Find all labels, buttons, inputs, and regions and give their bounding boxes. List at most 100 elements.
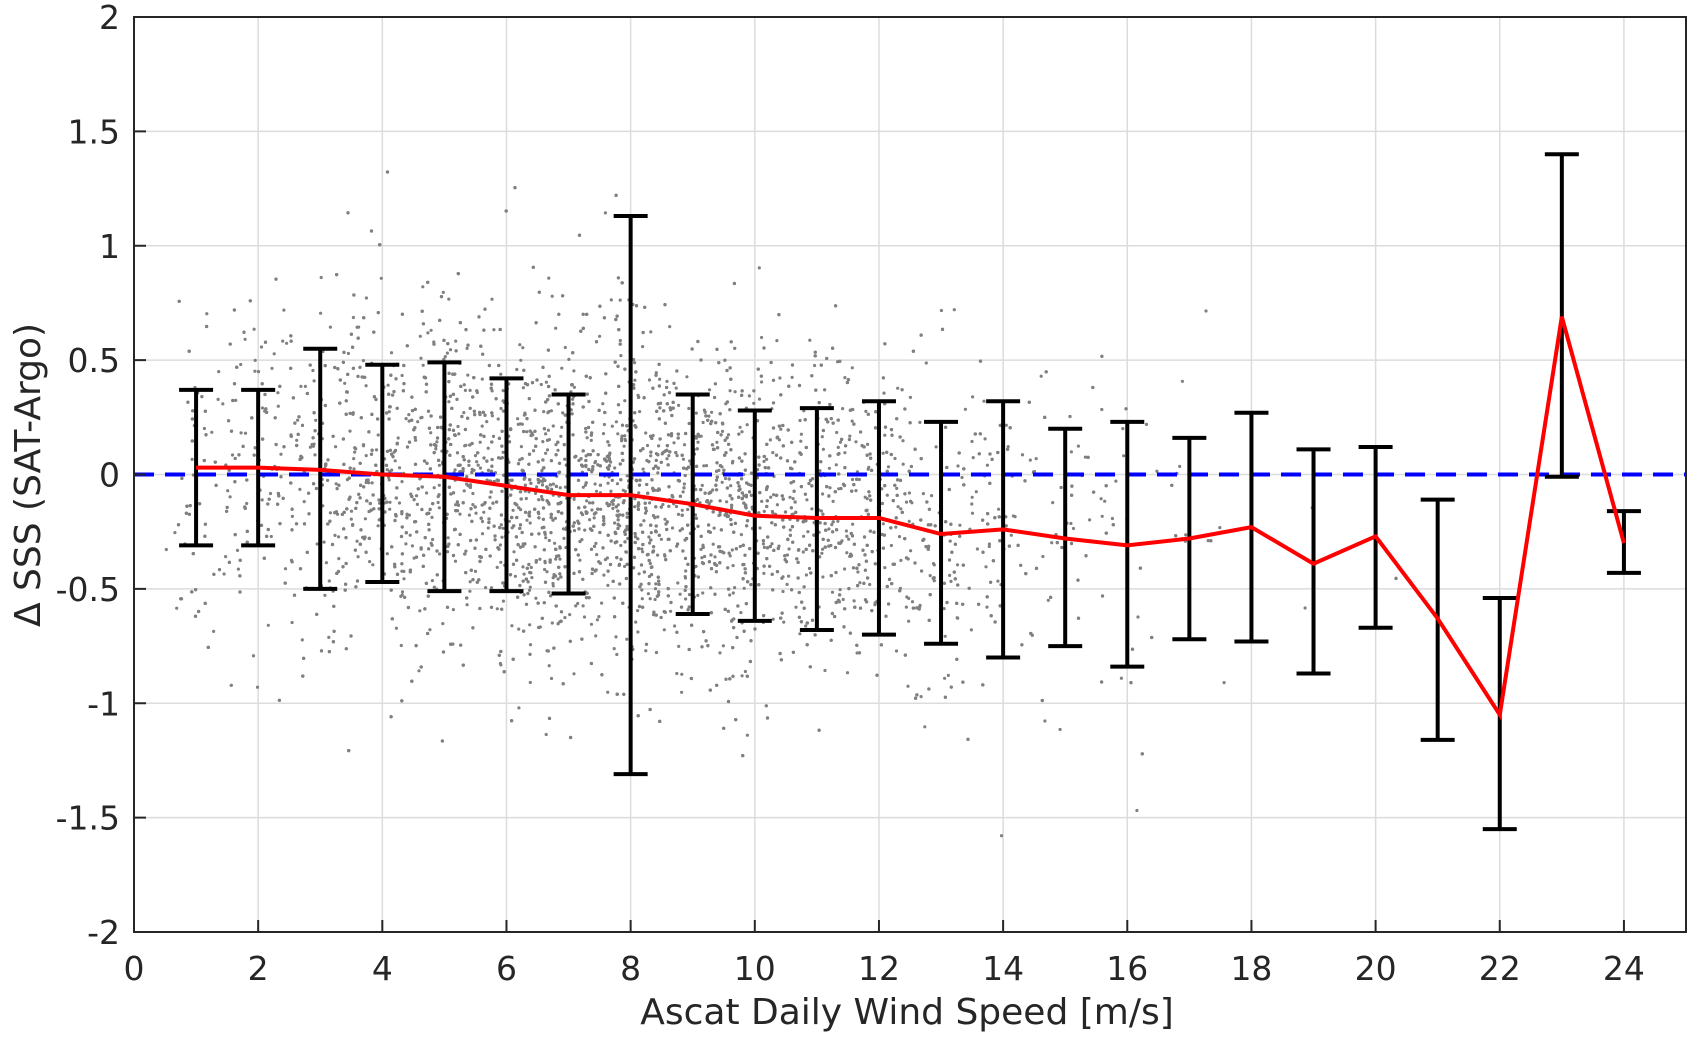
scatter-point <box>585 436 589 440</box>
scatter-point <box>519 545 523 549</box>
scatter-point <box>410 395 414 399</box>
scatter-point <box>554 484 559 488</box>
scatter-point <box>443 355 447 359</box>
scatter-point <box>337 535 341 539</box>
scatter-point <box>991 559 996 563</box>
scatter-point <box>840 539 844 543</box>
scatter-point <box>458 321 462 325</box>
scatter-point <box>998 423 1002 427</box>
scatter-point <box>895 486 899 490</box>
scatter-point <box>791 497 795 501</box>
scatter-point <box>597 615 601 619</box>
scatter-point <box>550 621 554 625</box>
scatter-point <box>932 563 936 567</box>
scatter-point <box>745 519 750 523</box>
scatter-point <box>269 534 273 539</box>
scatter-point <box>829 574 833 578</box>
scatter-point <box>563 413 567 417</box>
scatter-point <box>551 518 555 522</box>
scatter-point <box>499 560 503 564</box>
scatter-point <box>748 547 752 551</box>
scatter-point <box>623 564 627 569</box>
scatter-point <box>613 466 617 470</box>
scatter-point <box>584 430 588 434</box>
scatter-point <box>524 496 528 501</box>
scatter-point <box>602 422 607 427</box>
scatter-point <box>478 440 482 444</box>
scatter-point <box>585 499 589 503</box>
scatter-point <box>554 326 558 330</box>
scatter-point <box>563 345 567 350</box>
scatter-point <box>537 290 541 294</box>
scatter-point <box>596 463 600 467</box>
scatter-point <box>685 375 689 379</box>
scatter-point <box>943 676 947 680</box>
scatter-point <box>719 433 723 437</box>
scatter-point <box>1303 606 1307 610</box>
scatter-point <box>212 629 216 634</box>
scatter-point <box>653 597 657 602</box>
scatter-point <box>687 605 691 609</box>
scatter-point <box>356 336 360 340</box>
scatter-point <box>738 425 742 429</box>
scatter-point <box>782 620 786 624</box>
scatter-point <box>648 541 652 545</box>
scatter-point <box>615 314 619 318</box>
scatter-point <box>255 685 260 689</box>
scatter-point <box>939 308 944 313</box>
scatter-point <box>465 475 469 479</box>
scatter-point <box>385 552 389 556</box>
scatter-point <box>830 523 834 527</box>
scatter-point <box>354 506 358 510</box>
scatter-point <box>715 440 719 444</box>
scatter-point <box>943 695 948 699</box>
scatter-point <box>563 485 568 489</box>
scatter-point <box>478 466 483 470</box>
scatter-point <box>782 525 786 529</box>
scatter-point <box>725 400 730 404</box>
scatter-point <box>349 509 354 513</box>
scatter-point <box>421 363 425 367</box>
scatter-point <box>449 492 453 496</box>
scatter-point <box>512 524 516 528</box>
scatter-point <box>810 507 814 511</box>
scatter-point <box>805 621 809 625</box>
scatter-point <box>445 351 449 355</box>
scatter-point <box>481 352 485 356</box>
scatter-point <box>829 638 833 642</box>
scatter-point <box>780 576 784 580</box>
scatter-point <box>528 478 532 482</box>
scatter-point <box>899 558 903 563</box>
scatter-point <box>248 299 252 303</box>
scatter-point <box>942 607 946 611</box>
scatter-point <box>717 361 721 365</box>
scatter-point <box>302 500 306 504</box>
scatter-point <box>644 509 649 513</box>
scatter-point <box>733 390 737 394</box>
scatter-point <box>498 327 502 332</box>
scatter-point <box>657 444 661 448</box>
scatter-point <box>523 483 528 487</box>
scatter-point <box>466 373 470 377</box>
scatter-point <box>558 557 562 561</box>
scatter-point <box>427 547 431 551</box>
scatter-point <box>617 384 621 388</box>
scatter-point <box>1040 698 1044 703</box>
scatter-point <box>543 530 547 535</box>
scatter-point <box>894 649 899 653</box>
scatter-point <box>595 618 600 622</box>
scatter-point <box>556 577 560 581</box>
scatter-point <box>547 664 551 668</box>
scatter-point <box>770 509 775 514</box>
scatter-point <box>1009 533 1013 537</box>
scatter-point <box>674 386 678 390</box>
scatter-point <box>799 432 804 436</box>
scatter-point <box>665 385 669 390</box>
scatter-point <box>802 534 806 538</box>
scatter-point <box>521 565 525 569</box>
scatter-point <box>417 669 421 673</box>
scatter-point <box>532 449 536 453</box>
scatter-point <box>614 635 618 639</box>
scatter-point <box>501 409 505 413</box>
scatter-point <box>461 455 465 459</box>
